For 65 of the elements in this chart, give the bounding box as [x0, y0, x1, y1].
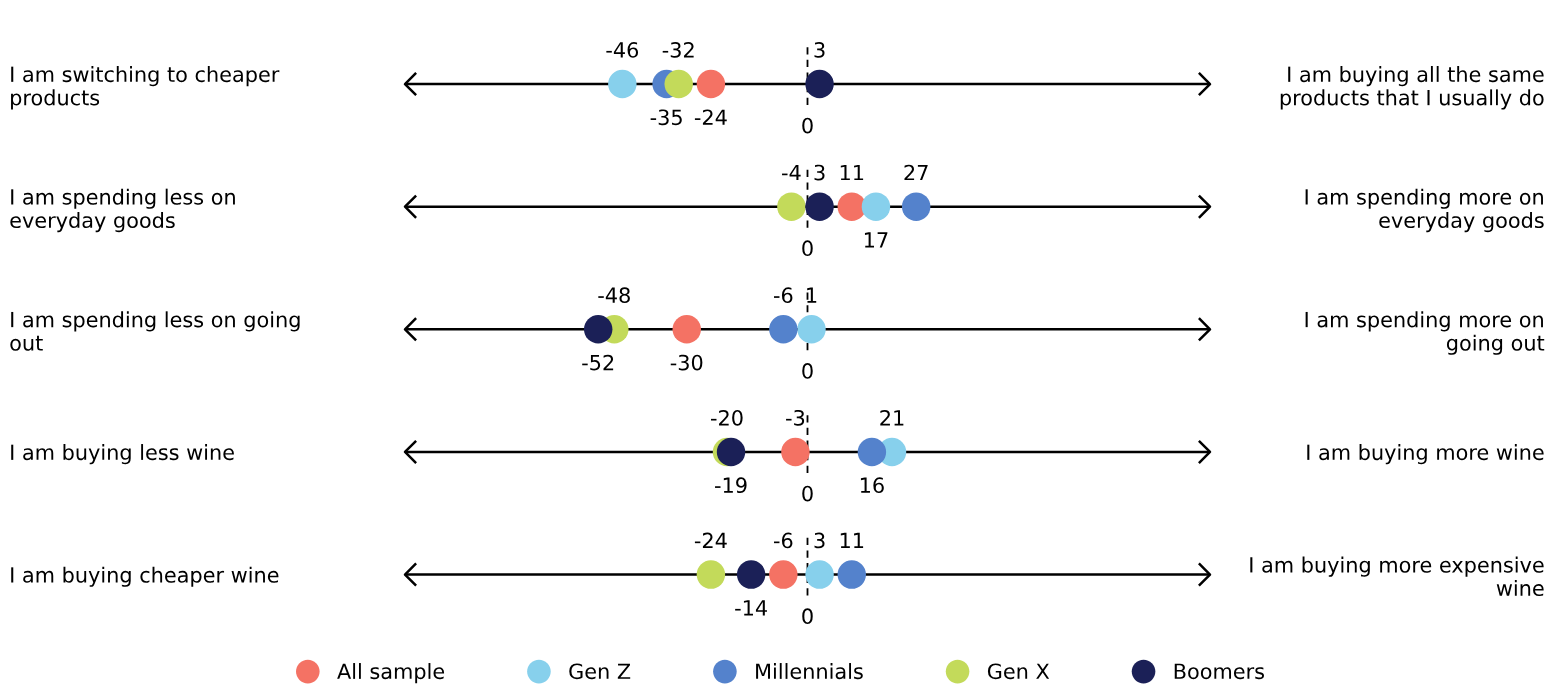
- data-label: 21: [880, 409, 904, 426]
- y2-tick-label: I am buying all the same products that I usually do: [1280, 66, 1544, 110]
- data-label: 3: [814, 42, 825, 58]
- point: [777, 192, 806, 221]
- y-tick-label: I am switching to cheaper products: [11, 66, 280, 110]
- legend-label: Gen Z: [569, 663, 631, 680]
- data-label: -14: [735, 600, 767, 616]
- point: [901, 192, 931, 221]
- data-label: -52: [582, 354, 614, 371]
- point: [672, 315, 701, 344]
- y-tick-label: I am buying cheaper wine: [11, 566, 279, 587]
- data-label: -6: [773, 287, 793, 304]
- text: 0: [802, 117, 813, 134]
- data-label: -19: [715, 477, 747, 494]
- data-label: 1: [807, 287, 817, 303]
- point: [857, 437, 887, 467]
- text: 0: [802, 485, 813, 502]
- y2-tick-label: I am buying more wine: [1307, 444, 1544, 465]
- data-label: -24: [694, 109, 727, 125]
- y-tick-label: I am spending less on everyday goods: [10, 188, 235, 233]
- data-label: 17: [864, 232, 888, 248]
- data-label: -6: [773, 532, 793, 549]
- data-label: -46: [606, 42, 639, 58]
- data-label: -35: [650, 109, 682, 126]
- data-label: -20: [711, 409, 743, 426]
- ref-line-label: 0: [802, 608, 813, 625]
- point: [805, 192, 834, 221]
- y-tick-label: I am spending less on going out: [10, 311, 300, 351]
- text: 0: [802, 240, 813, 257]
- point: [781, 437, 810, 467]
- data-label: -48: [598, 287, 630, 304]
- point: [837, 560, 867, 589]
- point: [696, 69, 726, 99]
- data-label: -24: [694, 532, 727, 549]
- point: [608, 69, 637, 99]
- y2-tick-label: I am spending more on going out: [1305, 311, 1545, 355]
- y2-tick-label: I am buying more expensive wine: [1250, 556, 1544, 597]
- legend-label: Boomers: [1174, 663, 1265, 680]
- point: [861, 192, 891, 221]
- text: 0: [802, 363, 813, 379]
- y2-tick-label: I am spending more on everyday goods: [1305, 188, 1544, 233]
- point: [664, 69, 693, 99]
- data-label: -30: [670, 354, 703, 371]
- point: [769, 315, 798, 344]
- data-label: -4: [782, 164, 801, 181]
- data-label: 3: [814, 532, 825, 549]
- point: [736, 560, 766, 589]
- data-label: 3: [814, 164, 825, 181]
- point: [805, 560, 834, 589]
- y-tick-label: I am buying less wine: [11, 444, 234, 465]
- point: [837, 192, 867, 221]
- data-label: 11: [840, 164, 864, 181]
- data-label: -3: [786, 409, 805, 426]
- data-label: -32: [662, 42, 694, 58]
- legend-label: Millennials: [756, 663, 863, 680]
- point: [797, 315, 826, 344]
- data-label: 16: [860, 477, 884, 494]
- data-label: 27: [904, 164, 928, 181]
- point: [583, 315, 613, 344]
- point: [696, 560, 726, 589]
- point: [769, 560, 798, 589]
- data-label: 11: [840, 532, 864, 549]
- point: [805, 69, 834, 99]
- legend-label: Gen X: [987, 663, 1050, 680]
- legend-label: All sample: [337, 663, 445, 684]
